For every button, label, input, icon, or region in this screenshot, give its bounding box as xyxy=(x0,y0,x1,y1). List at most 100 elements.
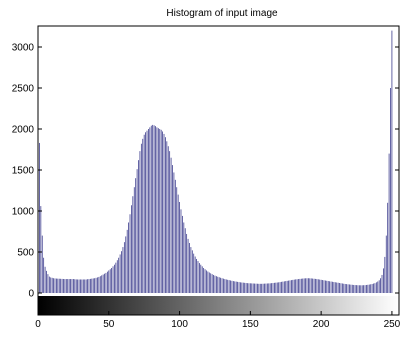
histogram-bar xyxy=(138,160,139,293)
histogram-bar xyxy=(296,279,298,293)
histogram-bar xyxy=(218,277,220,293)
histogram-bar xyxy=(327,281,329,293)
histogram-bar xyxy=(378,280,380,293)
histogram-bar xyxy=(210,273,212,293)
histogram-bar xyxy=(276,282,278,293)
histogram-bar xyxy=(302,278,304,293)
histogram-bar xyxy=(227,279,229,293)
histogram-bar xyxy=(149,127,151,293)
histogram-bar xyxy=(125,236,127,293)
histogram-bar xyxy=(251,283,253,293)
histogram-bar xyxy=(257,283,258,293)
histogram-bar xyxy=(199,263,200,293)
histogram-bar xyxy=(336,282,338,293)
histogram-bar xyxy=(108,270,110,293)
histogram-bar xyxy=(295,279,297,293)
histogram-bar xyxy=(234,281,236,293)
histogram-bar xyxy=(232,281,234,293)
histogram-bar xyxy=(380,278,381,293)
histogram-bar xyxy=(316,279,318,293)
histogram-bar xyxy=(106,271,108,293)
histogram-bar xyxy=(115,262,117,293)
histogram-bar xyxy=(282,281,284,293)
histogram-bar xyxy=(347,284,349,293)
histogram-bar xyxy=(242,282,244,293)
x-tick-label: 200 xyxy=(313,319,330,330)
histogram-bar xyxy=(191,250,193,293)
histogram-bar xyxy=(240,282,241,293)
x-tick-label: 0 xyxy=(35,319,41,330)
histogram-bar xyxy=(71,279,73,293)
histogram-bar xyxy=(167,146,169,293)
histogram-bar xyxy=(343,283,345,293)
histogram-bar xyxy=(157,128,159,293)
histogram-bar xyxy=(288,280,289,293)
histogram-bar xyxy=(357,285,359,293)
histogram-bar xyxy=(98,276,100,293)
histogram-bar xyxy=(187,238,189,293)
histogram-bar xyxy=(152,124,154,294)
histogram-bar xyxy=(283,281,285,293)
histogram-bar xyxy=(65,279,67,293)
histogram-bar xyxy=(74,279,76,293)
histogram-bar xyxy=(367,284,369,293)
histogram-bars xyxy=(37,30,393,294)
histogram-bar xyxy=(364,285,366,293)
histogram-bar xyxy=(333,282,335,293)
histogram-bar xyxy=(230,280,231,293)
histogram-bar xyxy=(54,278,56,293)
y-tick-label: 500 xyxy=(17,248,34,259)
histogram-bar xyxy=(231,280,233,293)
histogram-bar xyxy=(289,280,291,293)
histogram-bar xyxy=(272,283,274,293)
histogram-bar xyxy=(285,281,287,293)
histogram-bar xyxy=(371,283,373,293)
histogram-bar xyxy=(300,278,302,293)
histogram-bar xyxy=(317,279,319,293)
histogram-bar xyxy=(182,215,183,293)
y-tick-label: 2000 xyxy=(12,125,35,136)
histogram-bar xyxy=(82,279,84,293)
histogram-bar xyxy=(58,278,60,293)
histogram-bar xyxy=(322,280,323,293)
histogram-bar xyxy=(351,284,353,293)
histogram-bar xyxy=(228,280,230,293)
histogram-bar xyxy=(262,283,264,293)
histogram-bar xyxy=(265,283,267,293)
histogram-bar xyxy=(310,278,312,293)
histogram-bar xyxy=(319,279,321,293)
histogram-bar xyxy=(114,264,115,293)
histogram-bar xyxy=(275,282,277,293)
x-tick-label: 100 xyxy=(171,319,188,330)
histogram-bar xyxy=(368,284,370,293)
histogram-bar xyxy=(44,266,46,293)
histogram-bar xyxy=(143,134,145,293)
histogram-bar xyxy=(173,172,175,293)
histogram-bar xyxy=(140,143,142,293)
histogram-bar xyxy=(207,271,209,293)
x-tick-label: 150 xyxy=(242,319,259,330)
histogram-bar xyxy=(153,125,155,293)
histogram-bar xyxy=(196,258,197,293)
histogram-bar xyxy=(259,283,261,293)
histogram-bar xyxy=(139,151,141,293)
histogram-bar xyxy=(101,275,103,293)
histogram-bar xyxy=(329,281,331,293)
x-axis: 0 50 100 150 200 250 xyxy=(35,311,401,330)
histogram-bar xyxy=(391,30,393,293)
histogram-bar xyxy=(145,132,146,293)
histogram-bar xyxy=(162,131,163,293)
histogram-bar xyxy=(255,283,257,293)
histogram-bar xyxy=(68,279,70,293)
y-tick-label: 3000 xyxy=(12,43,35,54)
chart-title: Histogram of input image xyxy=(166,8,278,19)
histogram-bar xyxy=(201,266,203,293)
histogram-bar xyxy=(46,270,47,293)
histogram-bar xyxy=(129,214,131,293)
histogram-bar xyxy=(224,279,226,293)
histogram-bar xyxy=(206,270,207,293)
histogram-bar xyxy=(309,278,311,293)
histogram-bar xyxy=(245,283,247,293)
x-tick-label: 250 xyxy=(384,319,401,330)
histogram-bar xyxy=(279,282,281,293)
